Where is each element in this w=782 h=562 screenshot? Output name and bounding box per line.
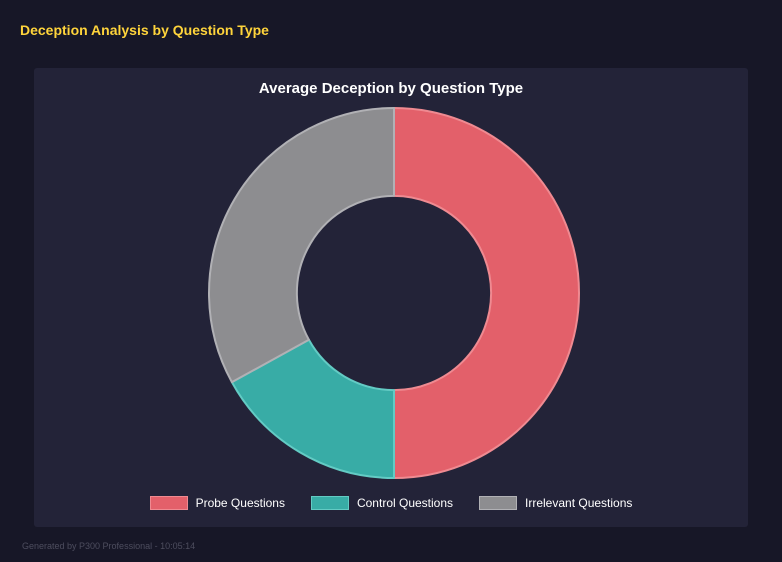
legend-label-0: Probe Questions	[195, 496, 285, 510]
legend-label-2: Irrelevant Questions	[525, 496, 633, 510]
page-title: Deception Analysis by Question Type	[20, 22, 269, 38]
legend-item-1[interactable]: Control Questions	[310, 496, 454, 510]
legend-swatch-1	[310, 496, 349, 510]
donut-segment-2[interactable]	[208, 107, 395, 384]
chart-legend: Probe Questions Control Questions Irreleva…	[34, 496, 748, 510]
chart-title: Average Deception by Question Type	[258, 80, 524, 97]
donut-segment-0[interactable]	[393, 107, 580, 479]
legend-item-2[interactable]: Irrelevant Questions	[479, 496, 632, 510]
legend-item-0[interactable]: Probe Questions	[149, 496, 285, 510]
legend-label-1: Control Questions	[356, 496, 454, 510]
donut-segment-1[interactable]	[230, 338, 395, 479]
legend-swatch-0	[149, 496, 188, 510]
chart-panel: Average Deception by Question Type Probe…	[34, 68, 748, 527]
donut-chart[interactable]	[34, 96, 748, 488]
footer-text: Generated by P300 Professional - 10:05:1…	[22, 541, 196, 551]
legend-swatch-2	[479, 496, 518, 510]
